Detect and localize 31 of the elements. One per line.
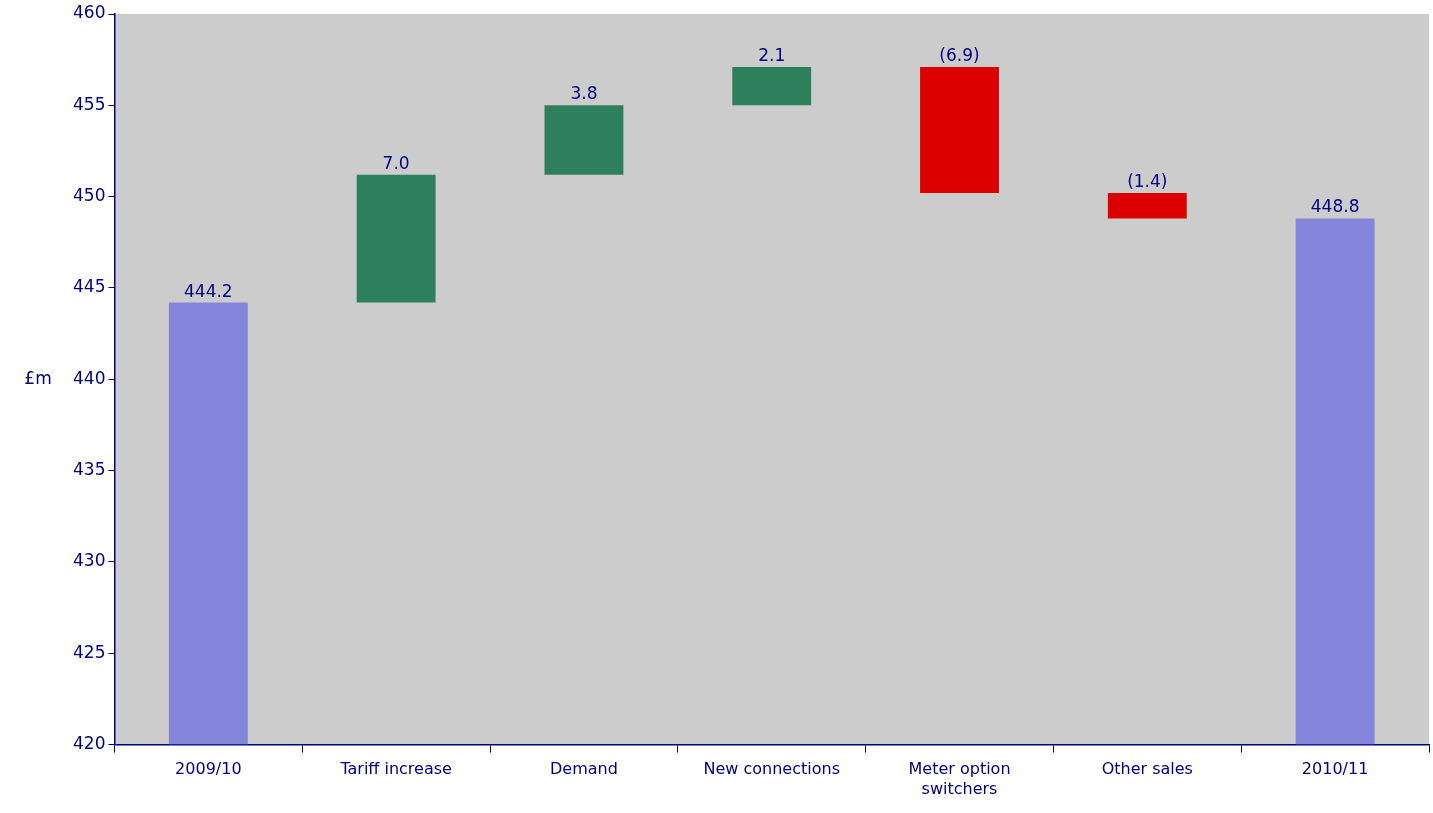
data-label: (6.9) [939,44,980,65]
y-tick-label: 435 [72,459,106,480]
y-tick-label: 440 [72,367,106,388]
data-label: 7.0 [382,152,410,173]
data-label: (1.4) [1127,170,1168,191]
x-tick-label: Other sales [1101,759,1193,779]
bar [356,174,436,303]
x-tick-label: Meter option switchers [908,759,1011,798]
bar [920,66,999,193]
y-tick-label: 455 [72,93,106,114]
x-tick-label: Tariff increase [339,759,452,779]
x-tick-label: 2010/11 [1301,759,1369,779]
bar [1107,193,1187,219]
y-tick-label: 460 [72,2,106,23]
y-tick-label: 430 [72,550,106,571]
x-tick-label: 2009/10 [175,759,242,779]
data-label: 448.8 [1310,196,1360,217]
y-tick-label: 420 [72,733,106,754]
bar [168,302,248,745]
y-axis-title: £m [24,367,52,388]
bar [544,105,624,175]
x-tick-label: Demand [550,759,618,779]
x-tick-label: New connections [703,759,840,779]
y-tick-label: 450 [72,185,106,206]
bar [732,66,812,106]
data-label: 2.1 [758,44,786,65]
y-tick-label: 425 [72,641,106,662]
bar [1295,218,1375,745]
data-label: 444.2 [184,280,233,301]
y-tick-label: 445 [72,276,106,297]
data-label: 3.8 [570,83,598,104]
